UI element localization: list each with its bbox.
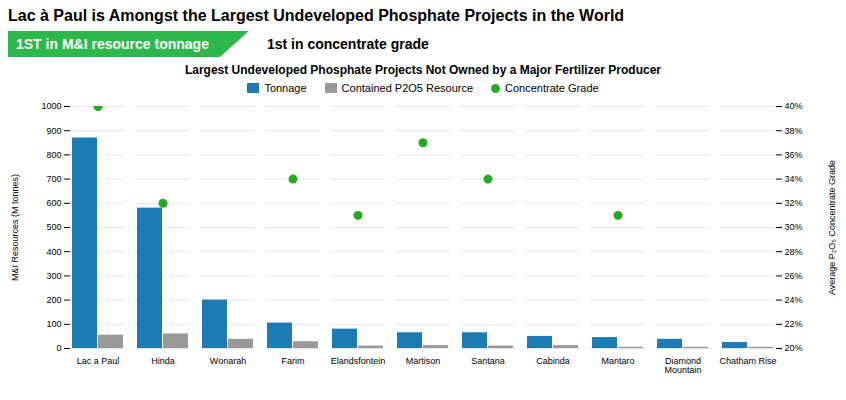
svg-text:26%: 26% [785,271,803,281]
svg-text:400: 400 [46,247,61,257]
svg-text:34%: 34% [785,174,803,184]
svg-text:1000: 1000 [41,101,61,111]
svg-text:22%: 22% [785,319,803,329]
svg-text:DiamondMountain: DiamondMountain [664,356,701,375]
svg-text:Mantaro: Mantaro [601,356,634,366]
svg-text:100: 100 [46,319,61,329]
html-text:Contained P2O5 Resource: Contained P2O5 Resource [341,82,474,94]
svg-text:800: 800 [46,150,61,160]
svg-text:M&I Resources (M tonnes): M&I Resources (M tonnes) [10,174,20,281]
svg-text:500: 500 [46,222,61,232]
svg-text:20%: 20% [785,343,803,353]
svg-text:Farim: Farim [282,356,305,366]
html-text:Largest Undeveloped Phosphate: Largest Undeveloped Phosphate Projects N… [184,63,661,77]
svg-text:Cabinda: Cabinda [536,356,570,366]
svg-text:Chatham Rise: Chatham Rise [719,356,776,366]
svg-text:Hinda: Hinda [151,356,175,366]
svg-text:200: 200 [46,295,61,305]
svg-text:24%: 24% [785,295,803,305]
html-text:1st in concentrate grade: 1st in concentrate grade [266,36,429,52]
svg-text:300: 300 [46,271,61,281]
svg-text:30%: 30% [785,222,803,232]
svg-text:40%: 40% [785,101,803,111]
svg-text:0: 0 [56,343,61,353]
html-text:Tonnage: Tonnage [264,82,307,94]
svg-text:900: 900 [46,126,61,136]
svg-text:Lac a Paul: Lac a Paul [77,356,120,366]
svg-text:Elandsfontein: Elandsfontein [331,356,386,366]
svg-text:32%: 32% [785,198,803,208]
svg-text:Santana: Santana [471,356,505,366]
html-text:Lac à Paul is Amongst the Larg: Lac à Paul is Amongst the Largest Undeve… [8,7,625,24]
svg-text:700: 700 [46,174,61,184]
svg-text:Average P₂O₅ Concentrate Grade: Average P₂O₅ Concentrate Grade [827,160,837,295]
html-text:Concentrate Grade: Concentrate Grade [505,82,599,94]
svg-text:Wonarah: Wonarah [210,356,246,366]
svg-text:Martison: Martison [406,356,441,366]
svg-text:600: 600 [46,198,61,208]
svg-text:28%: 28% [785,247,803,257]
html-text:1ST in M&I resource tonnage: 1ST in M&I resource tonnage [16,36,209,52]
svg-text:38%: 38% [785,126,803,136]
svg-text:36%: 36% [785,150,803,160]
